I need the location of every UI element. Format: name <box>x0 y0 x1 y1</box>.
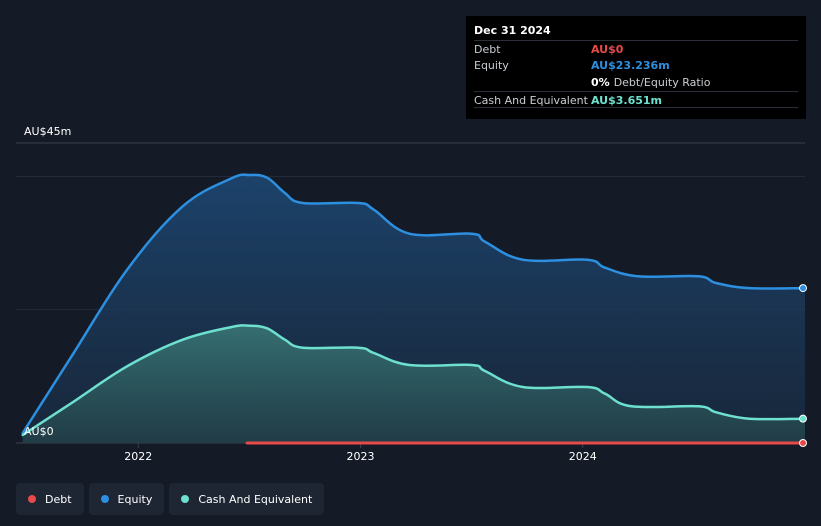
x-tick-label-2024: 2024 <box>568 450 597 463</box>
line-equity <box>21 173 807 435</box>
tooltip-ratio-value: 0% <box>591 76 610 89</box>
tooltip-debt-value: AU$0 <box>591 43 624 56</box>
tooltip-cash-label: Cash And Equivalent <box>474 94 588 107</box>
tooltip-row-ratio: 0% Debt/Equity Ratio <box>474 74 798 91</box>
tooltip-equity-label: Equity <box>474 59 509 72</box>
end-marker-debt <box>799 439 807 447</box>
y-axis-top-label: AU$45m <box>24 125 72 138</box>
y-axis-bottom-label: AU$0 <box>24 425 54 438</box>
tooltip-row-debt: Debt AU$0 <box>474 40 798 57</box>
tooltip-date: Dec 31 2024 <box>474 24 551 37</box>
area-cash-and-equivalent <box>22 325 806 443</box>
tooltip-equity-value: AU$23.236m <box>591 59 670 72</box>
legend-item-cash[interactable]: Cash And Equivalent <box>169 483 325 515</box>
legend-label-cash: Cash And Equivalent <box>198 492 313 506</box>
tooltip-debt-label: Debt <box>474 43 501 56</box>
legend-dot-debt-icon <box>28 495 36 503</box>
tooltip-row-cash: Cash And Equivalent AU$3.651m <box>474 91 798 108</box>
chart-legend: Debt Equity Cash And Equivalent <box>16 483 325 515</box>
data-tooltip: Dec 31 2024 Debt AU$0 Equity AU$23.236m … <box>466 16 806 119</box>
tooltip-ratio-spacer <box>474 74 591 91</box>
end-marker-cash-and-equivalent <box>799 414 807 423</box>
x-tick-label-2022: 2022 <box>124 450 153 463</box>
end-marker-equity <box>799 284 807 293</box>
legend-item-equity[interactable]: Equity <box>88 483 165 515</box>
x-tick-label-2023: 2023 <box>346 450 375 463</box>
legend-label-debt: Debt <box>45 492 72 506</box>
line-cash-and-equivalent <box>21 324 807 437</box>
legend-item-debt[interactable]: Debt <box>16 483 84 515</box>
legend-dot-equity-icon <box>100 495 109 503</box>
legend-label-equity: Equity <box>117 492 153 506</box>
legend-dot-cash-icon <box>181 495 190 503</box>
tooltip-cash-value: AU$3.651m <box>591 94 663 107</box>
tooltip-row-equity: Equity AU$23.236m <box>474 57 798 74</box>
tooltip-ratio-label: Debt/Equity Ratio <box>613 76 711 89</box>
